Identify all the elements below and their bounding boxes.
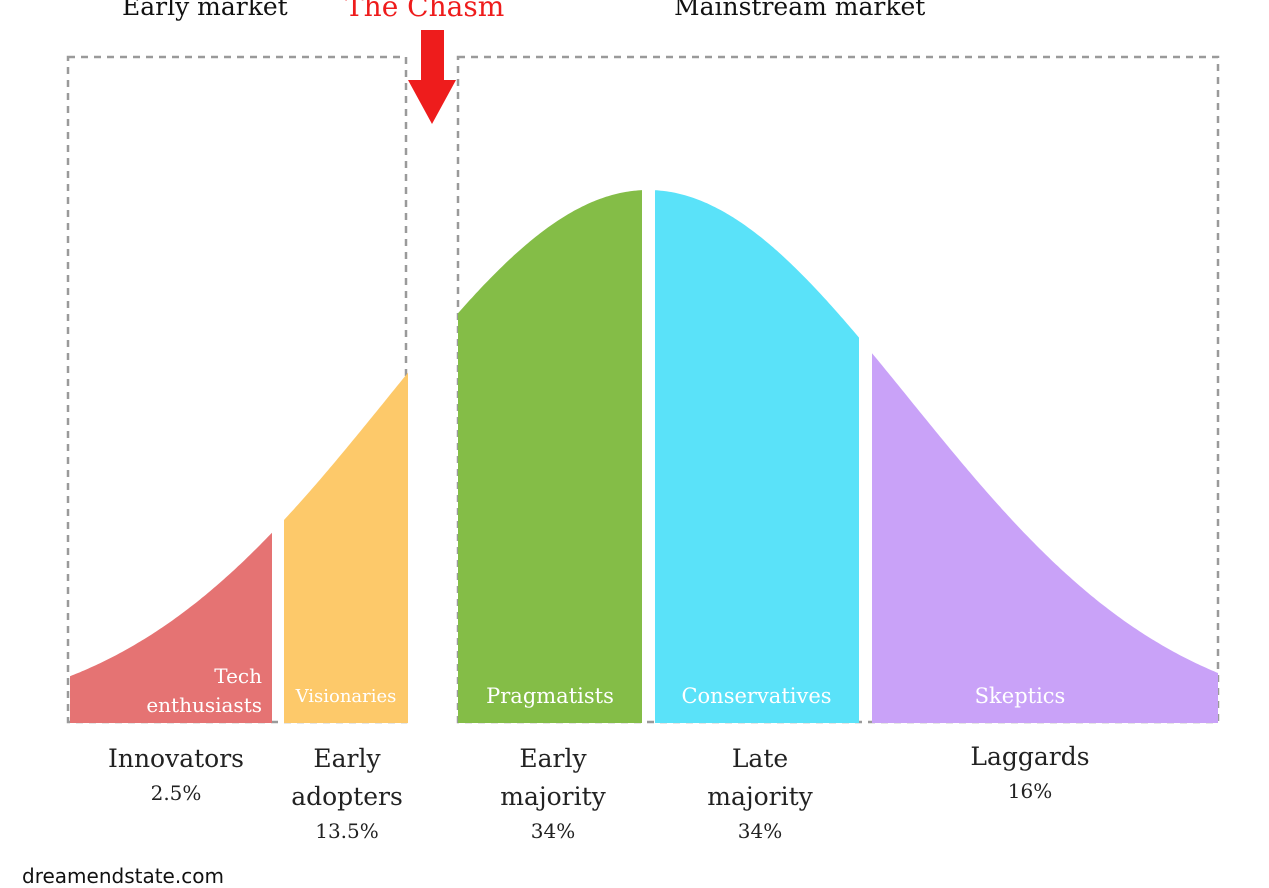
early-adopters-name: Early adopters bbox=[291, 744, 403, 811]
early-majority-name: Early majority bbox=[500, 744, 606, 811]
innovators-caption: Innovators 2.5% bbox=[86, 740, 266, 808]
laggards-name: Laggards bbox=[970, 742, 1090, 771]
late-majority-name: Late majority bbox=[707, 744, 813, 811]
segment-innovators bbox=[70, 532, 272, 723]
early-market-label: Early market bbox=[122, 0, 288, 21]
segment-early-adopters bbox=[284, 372, 408, 723]
early-adopters-percent: 13.5% bbox=[315, 819, 379, 843]
segment-early-majority bbox=[458, 190, 642, 724]
early-adopters-caption: Early adopters 13.5% bbox=[272, 740, 422, 846]
chasm-arrow bbox=[408, 30, 456, 124]
mainstream-market-label: Mainstream market bbox=[674, 0, 926, 21]
late-majority-caption: Late majority 34% bbox=[685, 740, 835, 846]
late-majority-percent: 34% bbox=[737, 819, 783, 843]
laggards-caption: Laggards 16% bbox=[940, 738, 1120, 806]
conservatives-label: Conservatives bbox=[681, 684, 832, 708]
visionaries-label: Visionaries bbox=[295, 686, 397, 707]
chasm-label: The Chasm bbox=[345, 0, 505, 23]
early-majority-percent: 34% bbox=[530, 819, 576, 843]
innovators-percent: 2.5% bbox=[150, 781, 202, 805]
laggards-percent: 16% bbox=[1007, 779, 1053, 803]
tech-enthusiasts-label: Tech enthusiasts bbox=[146, 664, 262, 717]
skeptics-label: Skeptics bbox=[974, 684, 1066, 708]
segment-late-majority bbox=[655, 190, 859, 723]
mainstream-market-box bbox=[456, 55, 1220, 724]
segment-laggards bbox=[872, 353, 1218, 723]
innovators-name: Innovators bbox=[107, 744, 245, 773]
source-credit: dreamendstate.com bbox=[22, 864, 224, 888]
pragmatists-label: Pragmatists bbox=[486, 684, 614, 708]
early-majority-caption: Early majority 34% bbox=[478, 740, 628, 846]
